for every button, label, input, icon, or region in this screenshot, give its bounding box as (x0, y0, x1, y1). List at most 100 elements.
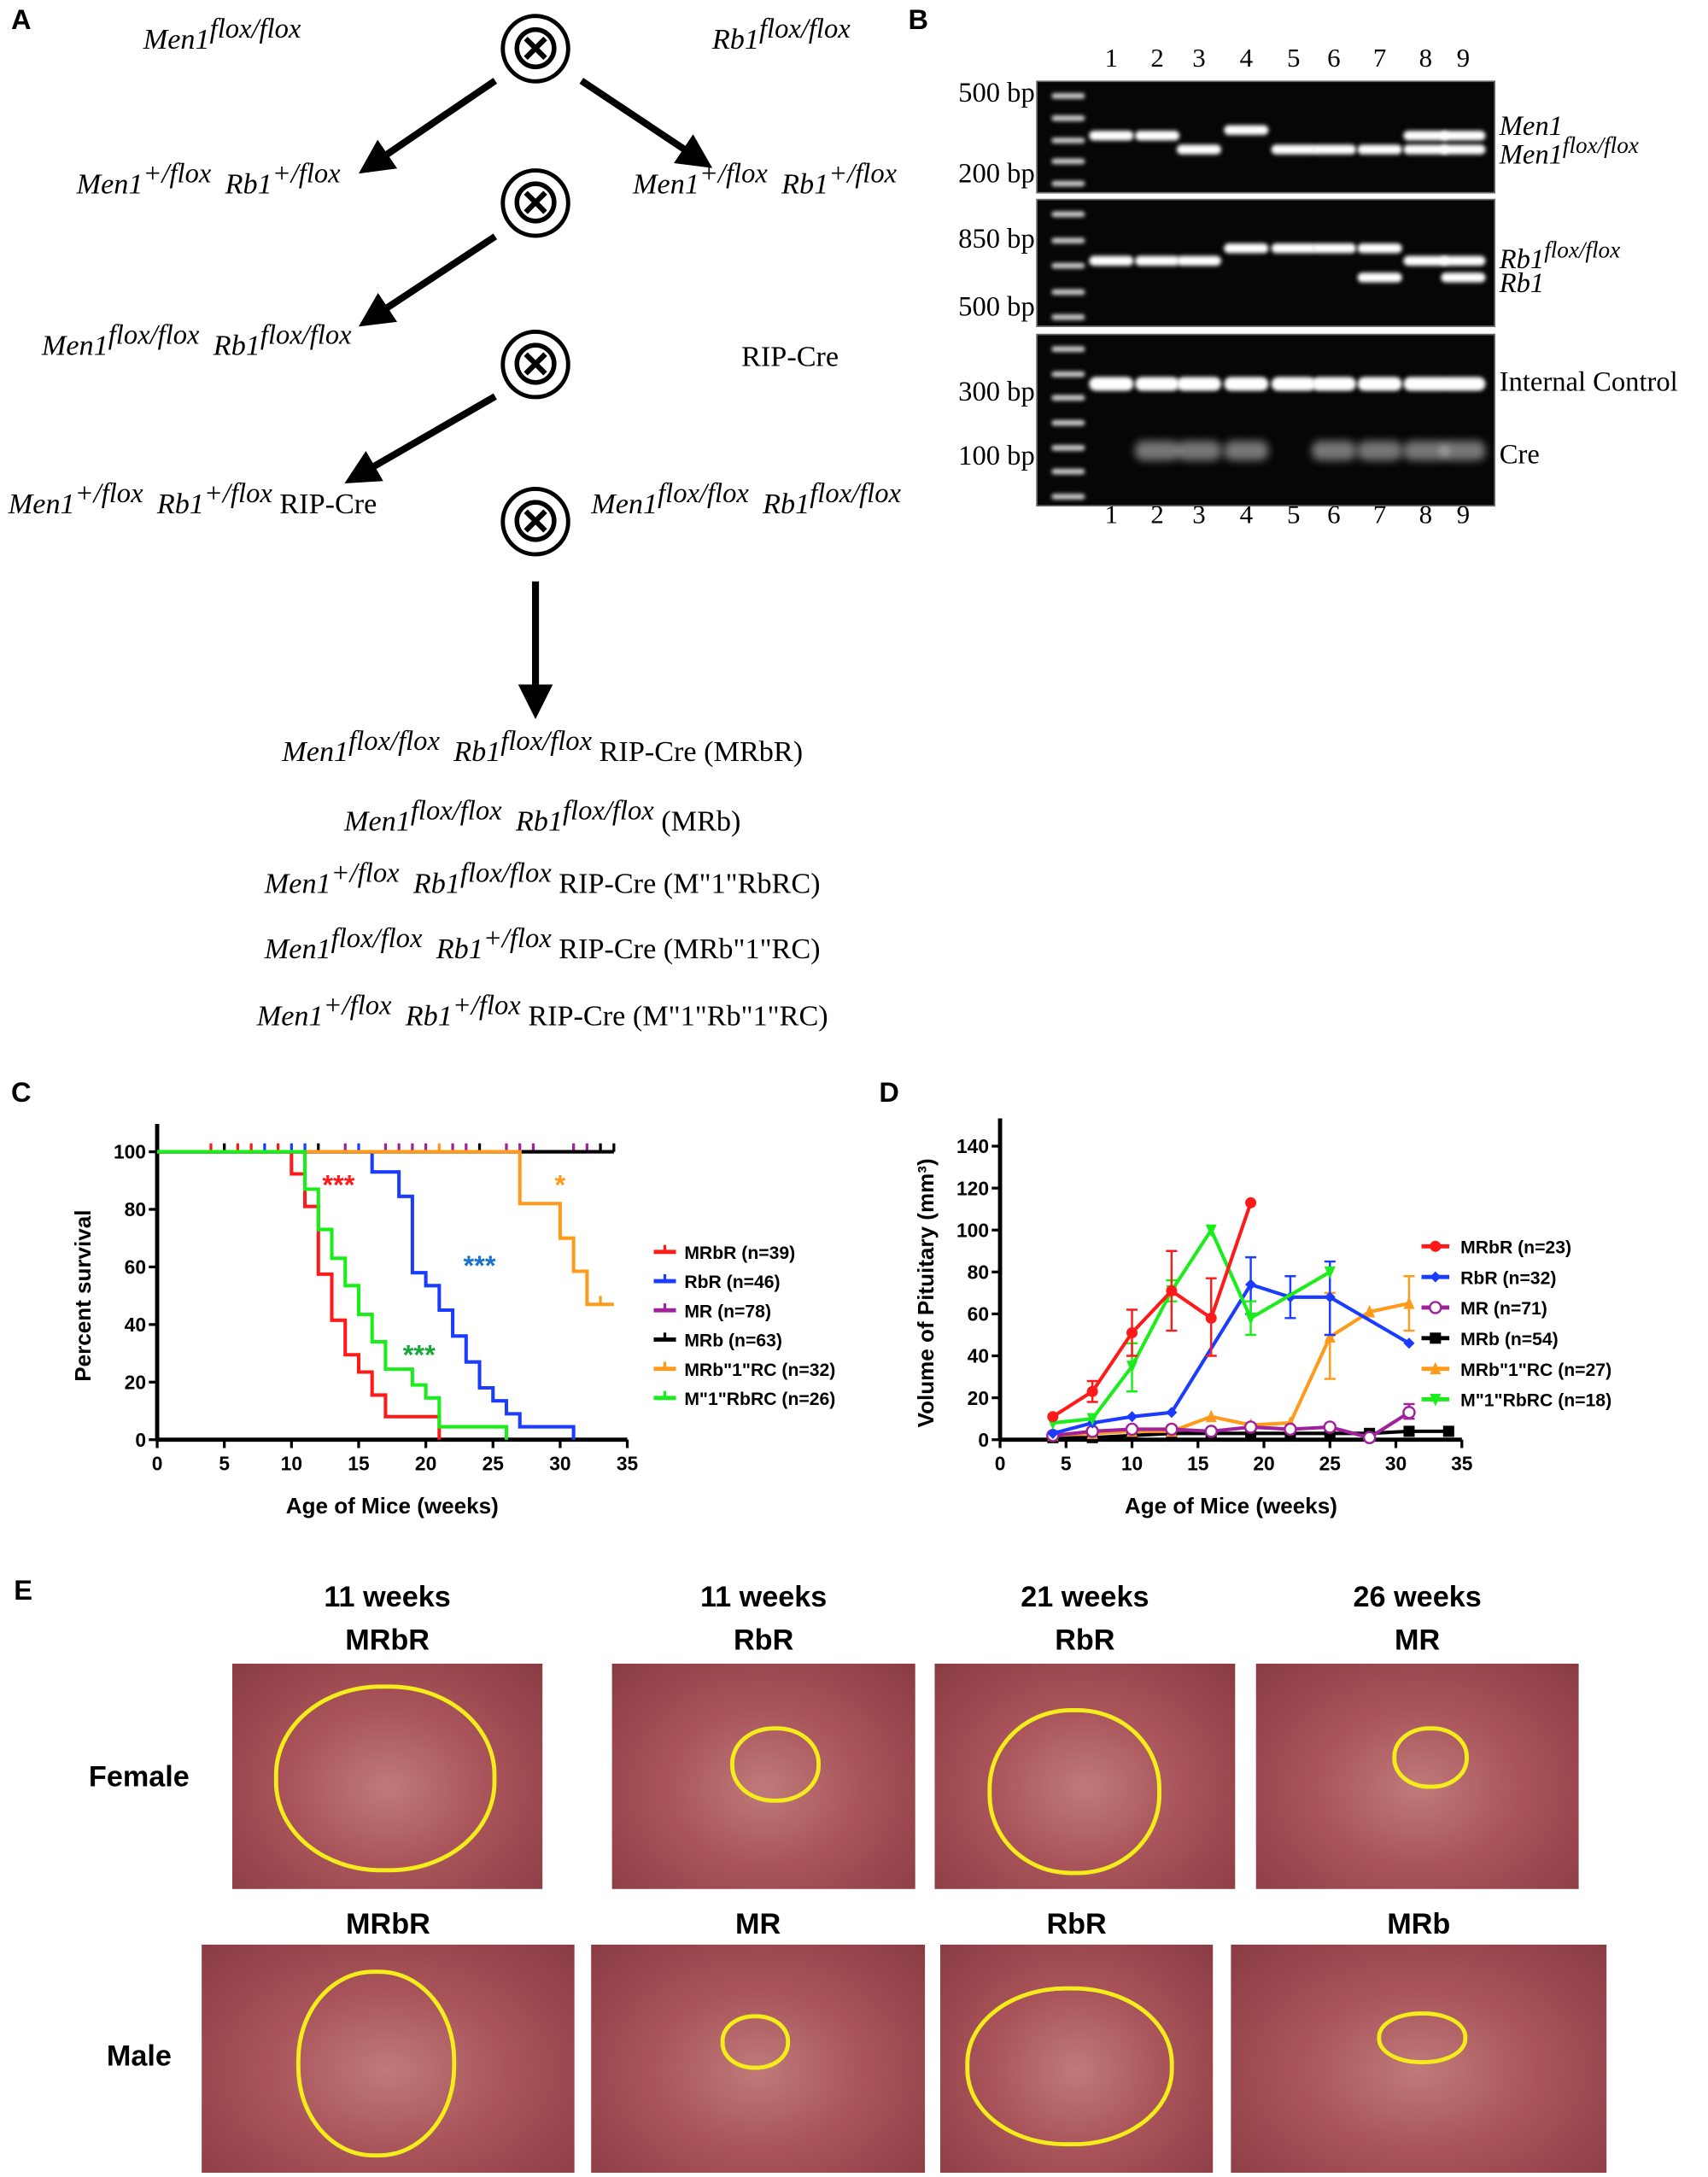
lane-number: 5 (1286, 44, 1301, 74)
x-tick-label: 5 (1061, 1453, 1072, 1475)
gene-name: Rb1 (225, 167, 272, 201)
ladder-band (1051, 159, 1085, 165)
y-tick-label: 120 (956, 1177, 989, 1199)
data-point (1205, 1224, 1217, 1238)
ladder-band (1051, 137, 1085, 143)
band-label: Cre (1499, 439, 1540, 471)
arrow-icon (579, 78, 713, 168)
significance-marker: *** (464, 1250, 496, 1281)
data-point (1245, 1197, 1257, 1208)
gel-band (1357, 272, 1402, 283)
gene-name: Men1 (8, 487, 75, 521)
gel-band (1135, 441, 1180, 461)
y-tick-label: 20 (125, 1371, 146, 1393)
x-tick-label: 10 (1121, 1453, 1143, 1475)
legend-label: MRbR (n=39) (684, 1244, 795, 1263)
y-tick-label: 60 (968, 1303, 989, 1326)
x-tick-label: 10 (281, 1453, 302, 1475)
gel-band (1441, 272, 1486, 283)
band-label: Men1flox/flox (1500, 132, 1639, 173)
gel-band (1176, 255, 1221, 266)
cross-icon: ⊗ (500, 14, 570, 84)
data-point (1166, 1285, 1178, 1296)
survival-curve (157, 1150, 614, 1307)
age-label: 21 weeks (1021, 1581, 1149, 1614)
ladder-band (1051, 114, 1085, 121)
dissection-photo (1255, 1663, 1579, 1889)
gene-name: Rb1 (412, 866, 460, 900)
ladder-band (1051, 346, 1085, 353)
lane-number: 3 (1192, 44, 1206, 74)
x-tick-label: 35 (1451, 1453, 1473, 1475)
f1-left-genotype: Men1+/flox Rb1+/flox (76, 160, 341, 202)
gel-band (1357, 441, 1402, 461)
data-point (1430, 1240, 1442, 1252)
gel-band (1224, 243, 1269, 254)
size-marker-label: 500 bp (958, 292, 1035, 323)
ladder-band (1051, 180, 1085, 187)
significance-marker: *** (403, 1339, 436, 1370)
y-tick-label: 20 (968, 1387, 989, 1409)
allele-superscript: +/flox (272, 158, 341, 190)
parent-rb1: Rb1flox/flox (712, 15, 851, 57)
x-tick-label: 0 (152, 1453, 163, 1475)
series-line (1051, 1202, 1253, 1419)
data-point (1364, 1304, 1376, 1318)
y-axis-title: Percent survival (70, 1210, 96, 1382)
ladder-band (1051, 262, 1085, 269)
gel-image (1036, 80, 1495, 194)
data-point (1086, 1385, 1098, 1397)
gel-band (1311, 377, 1356, 391)
ladder-band (1051, 494, 1085, 500)
gene-name: Men1 (633, 167, 699, 201)
x-tick-label: 5 (219, 1453, 230, 1475)
survival-curve (157, 1150, 442, 1440)
genotype-label: MRbR (346, 1908, 430, 1941)
age-label: 11 weeks (324, 1581, 451, 1614)
data-point (1205, 1409, 1217, 1423)
x-tick-label: 25 (1319, 1453, 1342, 1475)
x-axis-title: Age of Mice (weeks) (1125, 1493, 1337, 1519)
data-point (1166, 1407, 1178, 1419)
lane-number: 5 (1286, 500, 1301, 530)
band-label: Men1 (1500, 111, 1563, 143)
lane-number: 1 (1104, 44, 1119, 74)
gel-band (1271, 243, 1316, 254)
x-tick-label: 20 (1253, 1453, 1274, 1475)
legend-label: M"1"RbRC (n=18) (1460, 1391, 1611, 1411)
gene-name: Rb1 (781, 167, 829, 201)
gene-name: Men1 (76, 167, 143, 201)
gene-name: Rb1 (763, 487, 810, 521)
survival-chart: 0 5 10 15 20 25 30 35 0 20 40 60 80 100 Age of Mice (w… (70, 1123, 835, 1519)
ladder-band (1051, 314, 1085, 320)
size-marker-label: 200 bp (958, 158, 1035, 190)
lane-number: 4 (1239, 500, 1254, 530)
pituitary-volume-chart: 0 5 10 15 20 25 30 35 0 20 40 60 80 100 120 140 Age of M… (913, 1118, 1611, 1519)
cross-icon: ⊗ (500, 168, 570, 238)
gel-band (1441, 131, 1486, 141)
allele-superscript: flox/flox (658, 478, 749, 510)
genotype-label: RbR (1046, 1908, 1107, 1941)
x-tick-label: 0 (995, 1453, 1006, 1475)
gene-name: Men1 (264, 932, 331, 966)
genotype-label: RbR (733, 1624, 794, 1657)
x-tick-label: 15 (348, 1453, 370, 1475)
data-point (1430, 1361, 1442, 1375)
x-tick-label: 30 (1385, 1453, 1407, 1475)
allele-superscript: flox/flox (348, 726, 440, 758)
allele-superscript: flox/flox (758, 14, 851, 45)
data-point (1204, 1425, 1218, 1438)
gel-band (1311, 243, 1356, 254)
dissection-photo (934, 1663, 1236, 1889)
panel-e-label: E (14, 1576, 33, 1607)
allele-superscript: flox/flox (500, 726, 593, 758)
data-point (1442, 1425, 1454, 1437)
gel-band (1357, 377, 1402, 391)
row-label-female: Female (88, 1760, 190, 1794)
gel-band (1271, 377, 1316, 391)
data-point (1430, 1332, 1442, 1344)
data-point (1323, 1420, 1337, 1434)
x-tick-label: 30 (549, 1453, 570, 1475)
data-point (1243, 1420, 1258, 1434)
gene-name: Men1 (1499, 139, 1563, 171)
